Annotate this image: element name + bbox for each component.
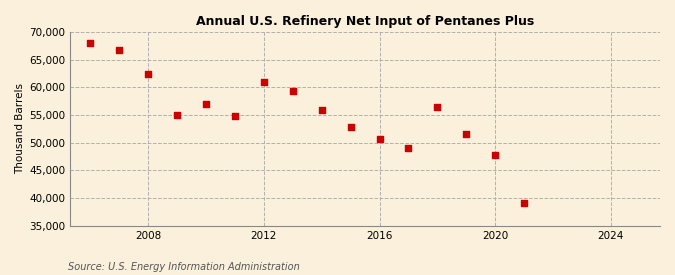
Point	[200, 102, 211, 106]
Point	[461, 132, 472, 136]
Point	[288, 89, 298, 93]
Y-axis label: Thousand Barrels: Thousand Barrels	[15, 83, 25, 174]
Point	[403, 145, 414, 150]
Point	[114, 48, 125, 53]
Point	[345, 125, 356, 130]
Point	[143, 71, 154, 76]
Point	[85, 41, 96, 45]
Point	[230, 114, 240, 118]
Point	[374, 137, 385, 141]
Text: Source: U.S. Energy Information Administration: Source: U.S. Energy Information Administ…	[68, 262, 299, 272]
Point	[518, 200, 529, 205]
Point	[317, 107, 327, 112]
Point	[171, 113, 182, 117]
Point	[490, 153, 501, 157]
Point	[432, 104, 443, 109]
Title: Annual U.S. Refinery Net Input of Pentanes Plus: Annual U.S. Refinery Net Input of Pentan…	[196, 15, 534, 28]
Point	[259, 80, 269, 84]
